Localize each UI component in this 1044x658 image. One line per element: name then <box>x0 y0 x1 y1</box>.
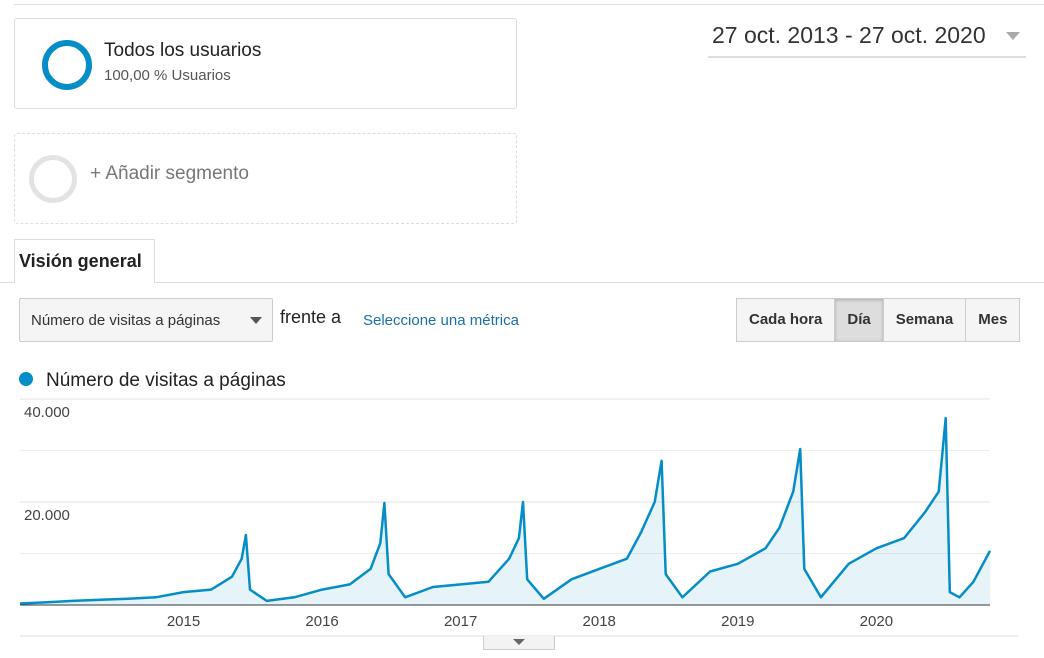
granularity-button[interactable]: Semana <box>882 298 967 342</box>
x-tick-label: 2018 <box>583 613 616 630</box>
granularity-button[interactable]: Día <box>834 298 884 342</box>
add-segment-icon <box>29 155 77 203</box>
chart: Número de visitas a páginas 20.000 40.000 2… <box>19 370 1018 637</box>
segment-card[interactable]: Todos los usuarios 100,00 % Usuarios <box>14 18 517 109</box>
segment-title: Todos los usuarios <box>104 40 262 61</box>
add-segment-label: + Añadir segmento <box>90 163 249 184</box>
add-segment-card[interactable]: + Añadir segmento <box>14 133 517 224</box>
handle-arrow <box>513 639 525 651</box>
top-border <box>14 4 1044 5</box>
segment-icon <box>42 40 92 90</box>
x-tick-label: 2019 <box>721 613 754 630</box>
tab-line <box>0 282 1044 283</box>
x-tick-label: 2015 <box>167 613 200 630</box>
legend-label: Número de visitas a páginas <box>46 370 286 391</box>
segment-subtitle: 100,00 % Usuarios <box>104 67 231 84</box>
x-tick-label: 2016 <box>305 613 338 630</box>
legend-marker <box>19 372 33 386</box>
x-tick-label: 2017 <box>444 613 477 630</box>
dropdown-arrow <box>1006 32 1020 47</box>
granularity-button[interactable]: Cada hora <box>736 298 836 342</box>
date-range[interactable]: 27 oct. 2013 - 27 oct. 2020 <box>708 20 1026 58</box>
date-range-text: 27 oct. 2013 - 27 oct. 2020 <box>712 22 986 48</box>
dropdown-arrow <box>250 317 262 330</box>
chart-handle[interactable] <box>483 636 555 650</box>
y-tick-label: 20.000 <box>24 507 70 524</box>
series-line <box>19 416 992 605</box>
tab-label: Visión general <box>19 251 142 271</box>
series-area <box>20 418 990 605</box>
granularity-button[interactable]: Mes <box>965 298 1021 342</box>
select-metric-link[interactable]: Seleccione una métrica <box>363 312 519 329</box>
granularity-group: Cada hora Día Semana Mes <box>736 298 1021 342</box>
metric-select-label: Número de visitas a páginas <box>31 312 221 329</box>
metric-select[interactable]: Número de visitas a páginas <box>19 298 273 342</box>
versus-label: frente a <box>280 307 342 327</box>
x-tick-label: 2020 <box>860 613 893 630</box>
tab[interactable]: Visión general <box>14 239 155 283</box>
y-tick-label: 40.000 <box>24 404 70 421</box>
